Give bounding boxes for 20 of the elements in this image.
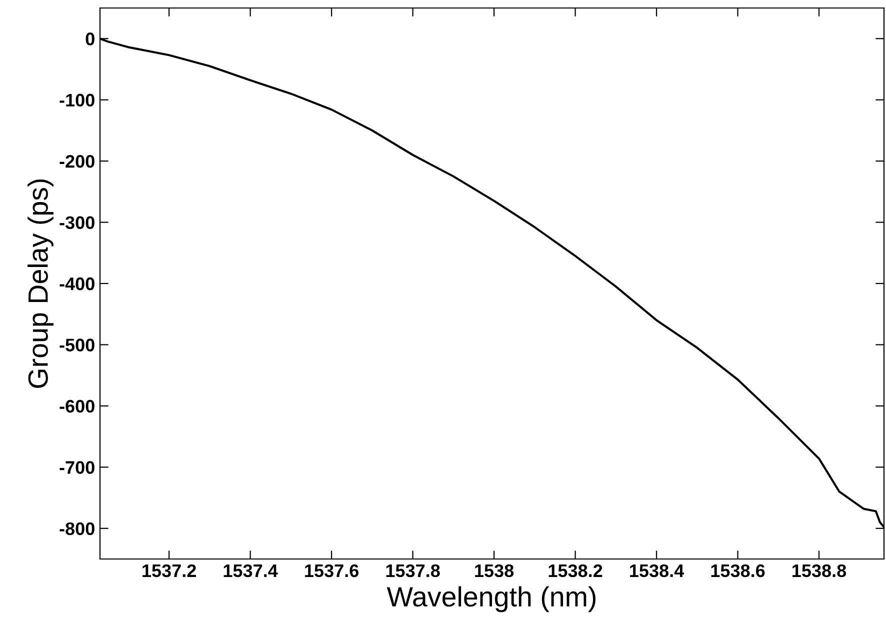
y-tick-label: -100 — [60, 94, 94, 107]
x-tick-label: 1538.8 — [792, 564, 846, 578]
x-tick-label: 1537.2 — [142, 564, 196, 578]
x-tick-label: 1537.8 — [386, 564, 440, 578]
x-tick-label: 1538.4 — [630, 564, 684, 578]
x-tick-label: 1538.6 — [711, 564, 765, 578]
y-tick-label: -400 — [60, 277, 94, 290]
x-tick-label: 1537.6 — [305, 564, 359, 578]
y-tick-label: -500 — [60, 338, 94, 352]
y-tick-label: -300 — [60, 216, 94, 230]
y-tick-label: 0 — [86, 32, 94, 46]
x-tick-label: 1538.2 — [548, 564, 602, 578]
y-tick-label: -800 — [60, 522, 94, 536]
y-axis-title: Group Delay (ps) — [28, 179, 54, 388]
x-tick-label: 1537.4 — [224, 564, 278, 578]
x-tick-label: 1538 — [475, 564, 514, 578]
y-tick-label: -600 — [60, 400, 94, 413]
y-tick-label: -700 — [60, 461, 94, 474]
x-axis-title: Wavelength (nm) — [386, 586, 596, 612]
y-tick-label: -200 — [60, 154, 94, 168]
